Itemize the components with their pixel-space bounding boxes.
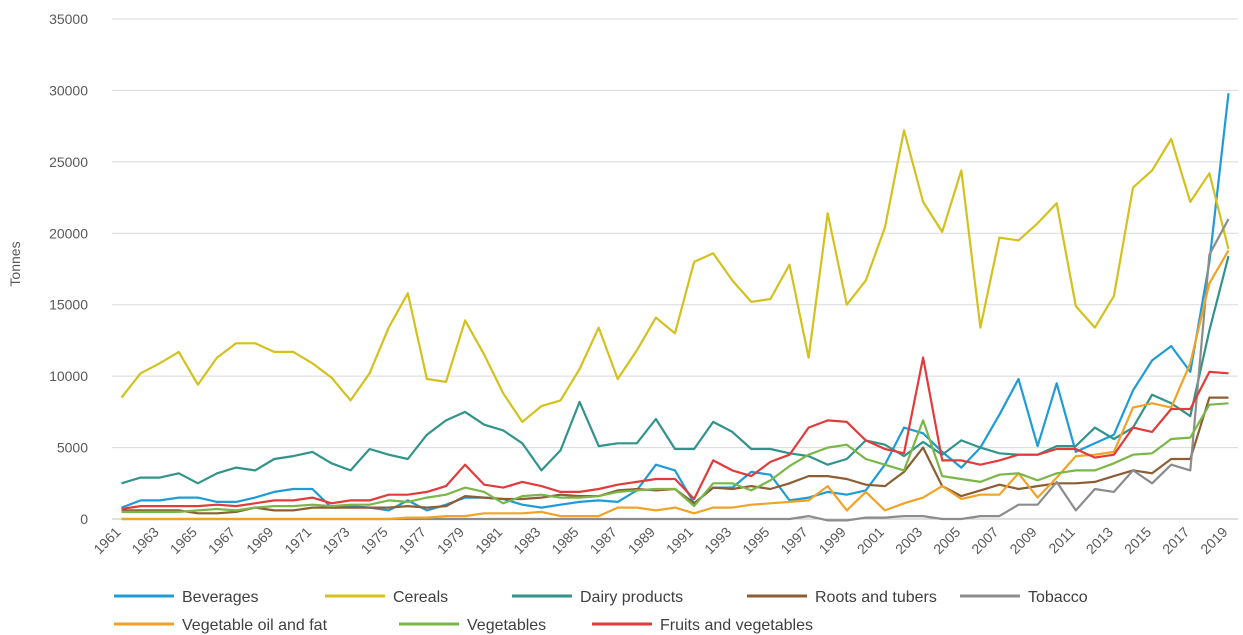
- x-tick-label: 2007: [968, 524, 1001, 557]
- x-tick-label: 2003: [892, 524, 925, 557]
- y-tick-label: 30000: [49, 82, 88, 98]
- x-tick-label: 1965: [167, 524, 200, 557]
- y-axis-tick-labels: 0 5000 10000 15000 20000 25000 30000 35000: [49, 11, 88, 527]
- series-lines: [120, 93, 1230, 522]
- y-tick-label: 5000: [57, 440, 88, 456]
- x-tick-label: 1975: [358, 524, 391, 557]
- y-tick-label: 0: [80, 511, 88, 527]
- legend: Beverages Cereals Dairy products Roots and …: [114, 589, 1088, 634]
- x-tick-label: 1967: [205, 524, 238, 557]
- x-tick-label: 1995: [739, 524, 772, 557]
- x-tick-label: 2011: [1045, 524, 1078, 557]
- x-tick-label: 1999: [816, 524, 849, 557]
- series-line-roots-and-tubers: [121, 396, 1229, 515]
- x-tick-label: 2019: [1197, 524, 1230, 557]
- legend-label-vegetable-oil-and-fat: Vegetable oil and fat: [182, 617, 328, 634]
- x-tick-label: 1989: [625, 524, 658, 557]
- series-line-tobacco: [121, 218, 1230, 522]
- x-tick-label: 2005: [930, 524, 963, 557]
- x-tick-label: 1973: [319, 524, 352, 557]
- series-line-vegetable-oil-and-fat: [121, 249, 1230, 521]
- y-tick-label: 10000: [49, 368, 88, 384]
- legend-label-tobacco: Tobacco: [1028, 589, 1088, 606]
- x-tick-label: 1963: [128, 524, 161, 557]
- x-tick-label: 1997: [777, 524, 810, 557]
- x-tick-label: 2009: [1006, 524, 1039, 557]
- x-tick-label: 1985: [548, 524, 581, 557]
- x-tick-label: 1991: [663, 524, 696, 557]
- x-tick-label: 2013: [1083, 524, 1116, 557]
- series-line-beverages: [121, 93, 1230, 512]
- x-tick-label: 1981: [472, 524, 505, 557]
- y-tick-label: 35000: [49, 11, 88, 27]
- y-axis-title: Tonnes: [7, 241, 23, 286]
- legend-label-beverages: Beverages: [182, 589, 259, 606]
- series-line-fruits-and-vegetables: [121, 356, 1229, 511]
- x-tick-label: 1971: [281, 524, 314, 557]
- legend-label-roots-and-tubers: Roots and tubers: [815, 589, 937, 606]
- legend-label-cereals: Cereals: [393, 589, 448, 606]
- x-axis-tick-labels: 1961 1963 1965 1967 1969 1971 1973 1975 1977 1979…: [90, 524, 1230, 557]
- y-tick-label: 15000: [49, 297, 88, 313]
- x-tick-label: 2001: [854, 524, 887, 557]
- legend-label-fruits-and-vegetables: Fruits and vegetables: [660, 617, 813, 634]
- x-tick-label: 1993: [701, 524, 734, 557]
- x-tick-label: 1961: [90, 524, 123, 557]
- y-tick-label: 25000: [49, 154, 88, 170]
- x-tick-label: 2017: [1159, 524, 1192, 557]
- x-tick-label: 1979: [434, 524, 467, 557]
- series-line-cereals: [120, 129, 1230, 423]
- legend-label-dairy-products: Dairy products: [580, 589, 683, 606]
- x-tick-label: 1969: [243, 524, 276, 557]
- x-tick-label: 1977: [396, 524, 429, 557]
- y-tick-label: 20000: [49, 225, 88, 241]
- x-tick-label: 2015: [1121, 524, 1154, 557]
- legend-label-vegetables: Vegetables: [467, 617, 546, 634]
- x-tick-label: 1987: [587, 524, 620, 557]
- series-line-vegetables: [121, 402, 1229, 513]
- x-tick-label: 1983: [510, 524, 543, 557]
- gridlines: [112, 18, 1238, 520]
